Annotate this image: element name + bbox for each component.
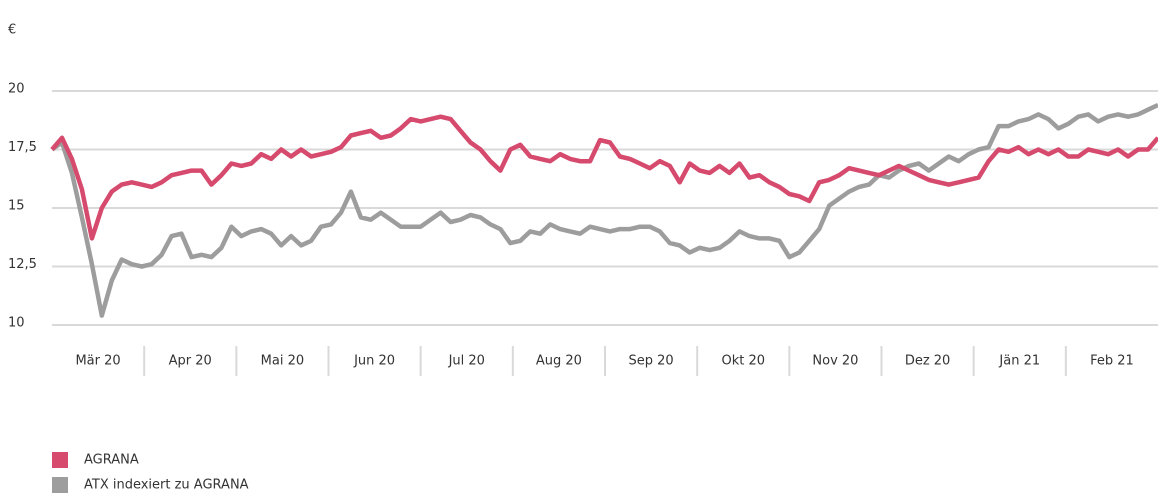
y-axis-label: € <box>8 23 16 38</box>
x-tick-label: Jän 21 <box>998 354 1040 369</box>
y-tick-label: 20 <box>8 82 25 97</box>
y-tick-label: 12,5 <box>8 257 37 272</box>
legend-swatch <box>52 452 68 468</box>
legend-label: AGRANA <box>84 453 139 468</box>
y-tick-label: 15 <box>8 199 25 214</box>
series-line <box>50 114 1158 241</box>
x-tick-label: Jul 20 <box>448 354 485 369</box>
x-tick-label: Nov 20 <box>812 354 858 369</box>
x-tick-label: Sep 20 <box>628 354 673 369</box>
x-tick-label: Jun 20 <box>353 354 395 369</box>
y-tick-label: 17,5 <box>8 140 37 155</box>
legend-label: ATX indexiert zu AGRANA <box>84 478 249 493</box>
y-tick-label: 10 <box>8 316 25 331</box>
x-tick-label: Feb 21 <box>1090 354 1134 369</box>
series-line <box>50 102 1158 318</box>
x-tick-label: Apr 20 <box>169 354 212 369</box>
x-tick-label: Aug 20 <box>536 354 582 369</box>
x-tick-label: Mär 20 <box>75 354 120 369</box>
x-tick-label: Dez 20 <box>905 354 951 369</box>
legend-swatch <box>52 477 68 493</box>
x-tick-label: Okt 20 <box>721 354 765 369</box>
x-tick-label: Mai 20 <box>261 354 304 369</box>
